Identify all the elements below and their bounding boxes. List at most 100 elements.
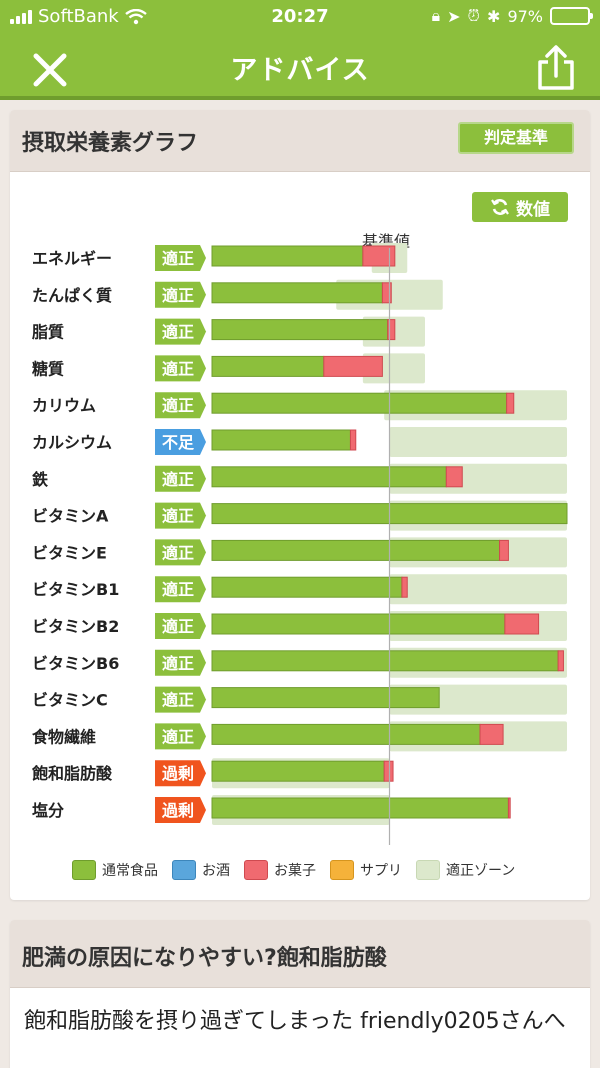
status-badge-label: 適正 [162,323,194,342]
status-badge [155,760,206,787]
bar-food [211,282,383,304]
nutrient-label: 脂質 [32,323,64,342]
bar-snack [383,760,394,782]
status-badge-label: 過剰 [161,764,194,783]
page-title: アドバイス [230,55,370,86]
bar-food [211,650,559,672]
bar-snack [479,723,504,745]
bar-snack [323,355,383,377]
bar-food [211,245,364,267]
bar-food [211,539,501,561]
chart-legend: 通常食品 お酒 お菓子 サプリ 適正ゾーン [72,860,529,880]
rotation-lock-icon: 🔒︎ [431,6,441,25]
nutrient-label: ビタミンC [32,691,108,710]
nutrient-label: たんぱく質 [32,286,112,305]
refresh-icon [491,199,509,215]
bar-food [211,687,440,709]
bar-snack [499,539,509,561]
legend-swatch-snack [244,860,268,880]
nutrient-label: ビタミンB2 [32,617,119,636]
status-badge [155,392,206,419]
status-badge [155,539,206,566]
status-badge [155,613,206,639]
value-button-label: 数値 [516,199,550,220]
status-badge [155,355,206,382]
bar-snack [401,576,408,598]
status-badge [155,318,206,345]
bar-food [211,576,403,598]
legend-label: 通常食品 [102,863,158,879]
legend-item: 通常食品 [72,860,158,880]
bar-snack [387,319,396,341]
bar-snack [445,466,463,488]
status-badge-label: 過剰 [161,801,194,820]
status-badge [155,281,206,308]
status-badge-label: 適正 [162,727,194,746]
status-right: 🔒︎ ➤ ⏰︎ ✱ 97% [431,6,593,26]
bar-snack [349,429,357,451]
legend-label: お酒 [202,863,230,879]
nutrient-label: 糖質 [32,359,64,378]
article-card-header: 肥満の原因になりやすい?飽和脂肪酸 [10,920,590,988]
legend-item: お菓子 [244,860,316,880]
legend-swatch-zone [416,860,440,880]
status-badge-label: 適正 [162,617,194,636]
carrier-label: SoftBank [38,6,119,27]
nutrient-label: カリウム [32,396,96,415]
bar-food [211,392,508,414]
nutrient-label: ビタミンA [32,507,109,526]
legend-item: サプリ [330,860,402,880]
legend-item: お酒 [172,860,230,880]
bar-snack [362,245,396,267]
location-icon: ➤ [447,6,461,26]
close-icon[interactable] [30,50,70,90]
nutrient-label: ビタミンB6 [32,654,119,673]
status-badge-label: 適正 [162,359,194,378]
status-badge [155,465,206,492]
share-icon[interactable] [534,44,578,92]
status-badge [155,797,206,823]
criteria-button[interactable]: 判定基準 [458,122,574,154]
status-badge [155,576,206,603]
nutrition-graph-card: 摂取栄養素グラフ 判定基準 数値 基準値 エネルギー 適正 たんぱく質 適正 脂質 適正糖… [10,110,590,900]
legend-swatch-supplement [330,860,354,880]
alarm-icon: ⏰︎ [467,6,481,25]
status-badge [155,502,206,529]
legend-label: お菓子 [274,863,316,879]
status-badge-label: 適正 [162,580,194,599]
bar-food [211,355,325,377]
nav-bar: アドバイス [0,34,600,100]
nutrient-label: ビタミンB1 [32,580,119,599]
nutrient-label: エネルギー [32,249,112,268]
article-title: 肥満の原因になりやすい?飽和脂肪酸 [22,946,387,971]
value-toggle-button[interactable]: 数値 [472,192,568,222]
signal-icon [10,9,32,24]
legend-item: 適正ゾーン [416,860,515,880]
status-badge-label: 適正 [162,691,194,710]
graph-card-header: 摂取栄養素グラフ 判定基準 [10,110,590,172]
nutrient-label: カルシウム [32,433,112,452]
legend-label: 適正ゾーン [446,863,516,879]
clock: 20:27 [271,6,329,27]
article-text: 飽和脂肪酸を摂り過ぎてしまった friendly0205さんへ [24,1009,566,1034]
nutrient-label: 食物繊維 [31,727,96,746]
bar-food [211,613,506,635]
bar-snack [381,282,392,304]
bar-food [211,797,509,819]
status-left: SoftBank [10,6,147,27]
status-badge [155,723,206,750]
status-badge-label: 適正 [162,249,194,268]
nutrient-label: 塩分 [32,801,64,820]
graph-title: 摂取栄養素グラフ [22,131,199,156]
bar-food [211,429,351,451]
nutrient-label: 飽和脂肪酸 [31,764,113,783]
zone-band [389,574,567,605]
bar-snack [504,613,540,635]
battery-percent: 97% [507,6,543,26]
bar-snack [506,392,515,414]
article-card[interactable]: 肥満の原因になりやすい?飽和脂肪酸 飽和脂肪酸を摂り過ぎてしまった friend… [10,920,590,1068]
status-badge-label: 適正 [162,470,194,489]
status-badge [155,429,206,455]
legend-swatch-alcohol [172,860,196,880]
bar-food [211,723,481,745]
